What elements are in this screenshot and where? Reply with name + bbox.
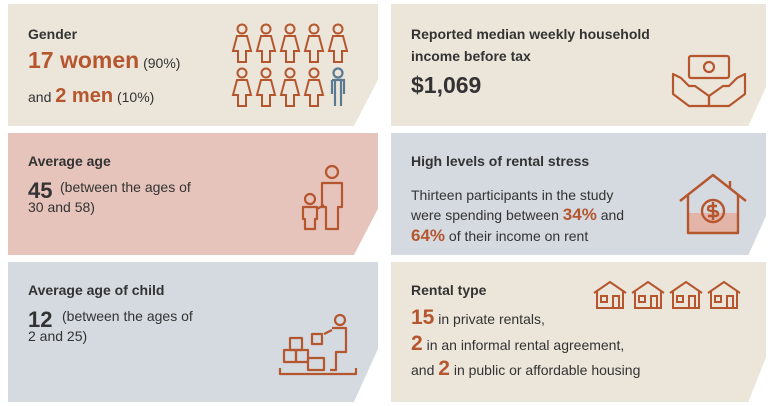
- woman-icon: [232, 23, 252, 63]
- stress-line1: Thirteen participants in the study: [411, 187, 614, 203]
- rental-public-line: and 2 in public or affordable housing: [411, 357, 641, 380]
- income-label-line1: Reported median weekly household: [411, 26, 650, 42]
- stress-line3: 64% of their income on rent: [411, 226, 588, 246]
- rental-private-count: 15: [411, 306, 435, 329]
- rental-private-text: in private rentals,: [438, 311, 545, 327]
- men-count: 2 men: [55, 85, 114, 107]
- woman-icon: [280, 67, 300, 107]
- woman-icon: [256, 23, 276, 63]
- house-icon: [669, 281, 703, 309]
- income-label-line2: income before tax: [411, 48, 531, 64]
- women-pct: (90%): [143, 55, 181, 71]
- house-icon: [707, 281, 741, 309]
- stress-line2-pre: were spending between: [411, 207, 559, 223]
- age-range-line1: (between the ages of: [60, 179, 191, 195]
- income-card: Reported median weekly household income …: [391, 4, 766, 126]
- rental-and-text: and: [411, 362, 435, 378]
- house-icon: [631, 281, 665, 309]
- income-value: $1,069: [411, 72, 482, 98]
- child-playing-blocks-icon: [278, 313, 358, 376]
- parent-child-icon: [301, 164, 344, 231]
- woman-icon: [232, 67, 252, 107]
- women-count: 17 women: [28, 47, 140, 73]
- gender-card: Gender 17 women (90%) and 2 men (10%): [8, 4, 378, 126]
- child-age-value: 12: [28, 307, 53, 332]
- child-age-range-line2: 2 and 25): [28, 328, 88, 344]
- age-range-line2: 30 and 58): [28, 199, 95, 215]
- rental-type-card: Rental type 15 in private rentals, 2 in …: [391, 262, 766, 402]
- average-age-card: Average age 45 (between the ages of 30 a…: [8, 133, 378, 255]
- child-age-label: Average age of child: [28, 282, 165, 298]
- people-icons: [232, 23, 348, 108]
- child-age-card: Average age of child 12 (between the age…: [8, 262, 378, 402]
- age-value: 45: [28, 178, 53, 203]
- woman-icon: [328, 23, 348, 63]
- stress-line3-post: of their income on rent: [448, 228, 589, 244]
- and-text: and: [28, 89, 52, 105]
- house-dollar-icon: [679, 173, 747, 235]
- stress-label: High levels of rental stress: [411, 153, 590, 169]
- age-label: Average age: [28, 153, 111, 169]
- child-age-range-line1: (between the ages of: [62, 308, 193, 324]
- houses-icons: [593, 281, 741, 309]
- woman-icon: [304, 67, 324, 107]
- woman-icon: [256, 67, 276, 107]
- woman-icon: [280, 23, 300, 63]
- stress-line2-post: and: [600, 207, 625, 223]
- gender-label: Gender: [28, 26, 78, 42]
- rental-type-label: Rental type: [411, 282, 487, 298]
- women-stat: 17 women (90%): [28, 47, 181, 73]
- rental-public-text: in public or affordable housing: [453, 362, 641, 378]
- rental-private-line: 15 in private rentals,: [411, 306, 545, 329]
- woman-icon: [304, 23, 324, 63]
- man-icon: [330, 67, 346, 108]
- rental-informal-count: 2: [411, 332, 423, 355]
- house-icon: [593, 281, 627, 309]
- stress-pct-low: 34%: [562, 205, 597, 224]
- stress-pct-high: 64%: [411, 226, 446, 245]
- rental-informal-line: 2 in an informal rental agreement,: [411, 332, 625, 355]
- rental-stress-card: High levels of rental stress Thirteen pa…: [391, 133, 766, 255]
- men-stat: and 2 men (10%): [28, 86, 154, 107]
- stress-line2: were spending between 34% and: [411, 205, 624, 225]
- rental-public-count: 2: [438, 357, 450, 380]
- men-pct: (10%): [116, 89, 155, 105]
- money-hands-icon: [671, 54, 747, 108]
- rental-informal-text: in an informal rental agreement,: [426, 337, 625, 353]
